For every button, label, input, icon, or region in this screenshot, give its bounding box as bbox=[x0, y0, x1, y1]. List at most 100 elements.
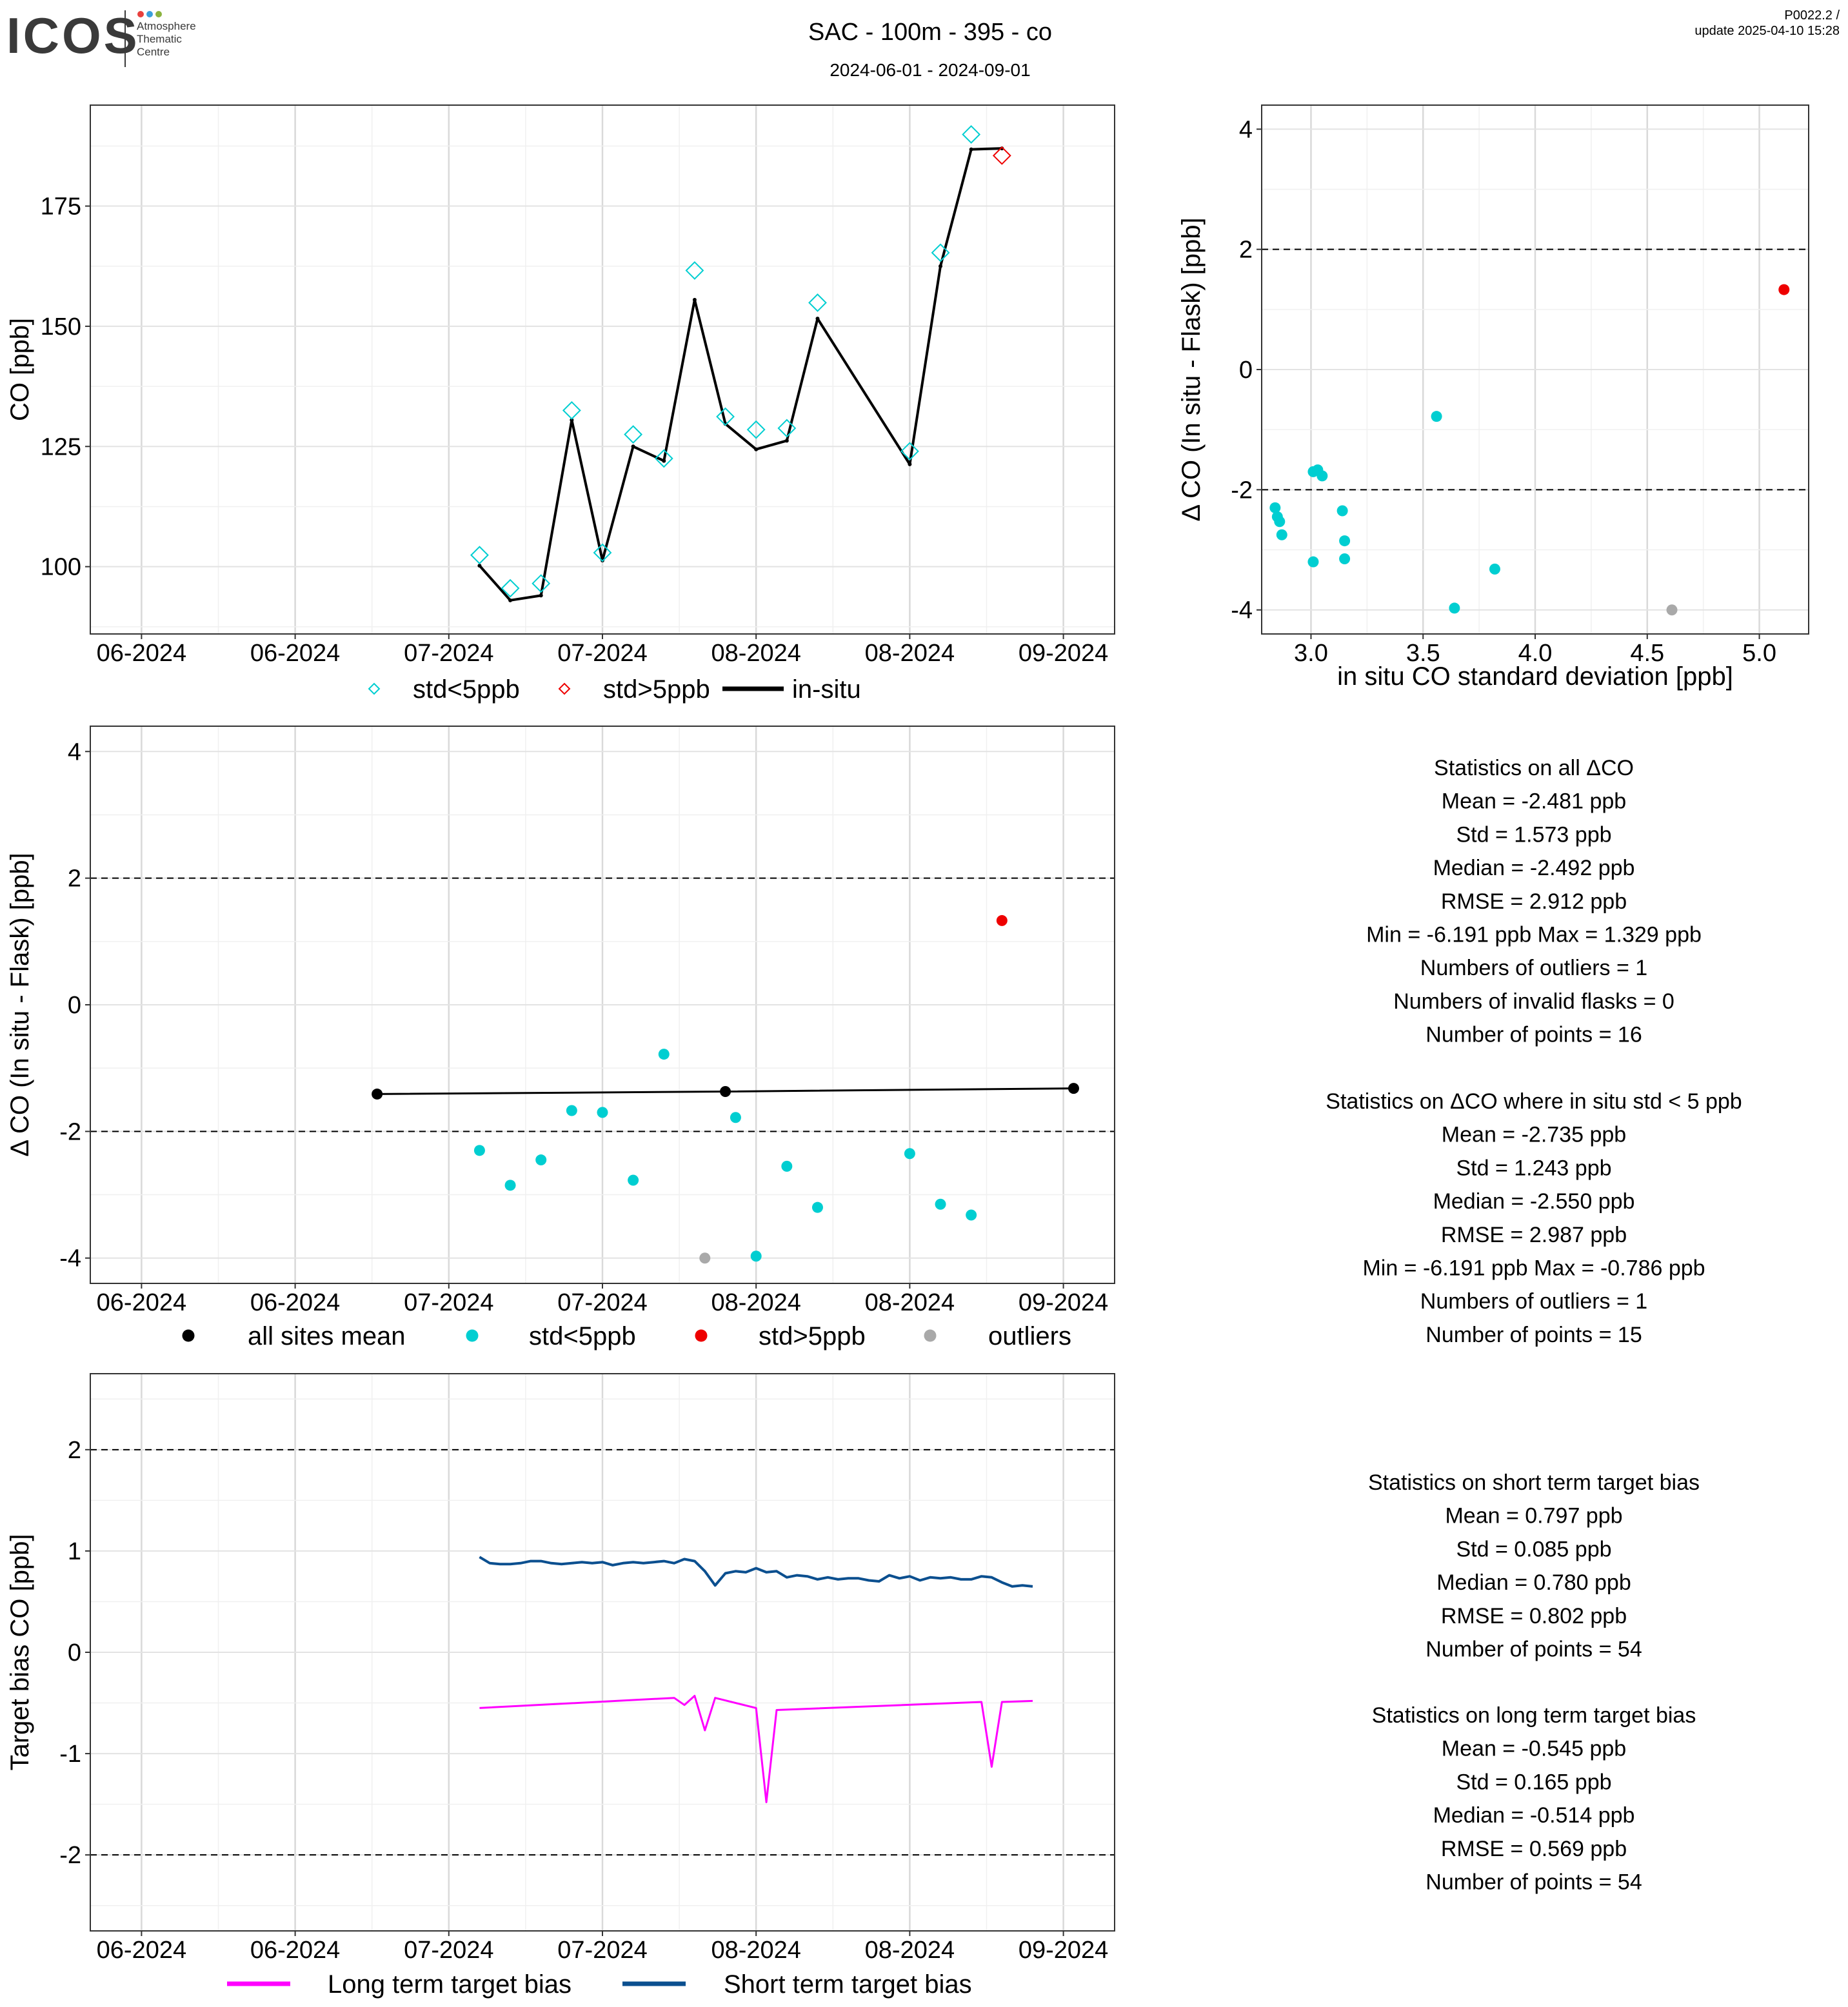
logo-dot-green bbox=[155, 11, 162, 17]
flask-std-lt5-marker bbox=[562, 400, 581, 420]
stats-block4-line: RMSE = 0.569 ppb bbox=[1441, 1837, 1627, 1861]
legend-std-gt5-symbol bbox=[695, 1329, 708, 1342]
stats-block1-line: Statistics on all ΔCO bbox=[1434, 756, 1634, 780]
legend-std-lt5-symbol bbox=[368, 682, 381, 695]
version-label: P0022.2 / bbox=[1784, 8, 1840, 23]
stats-block4-line: Std = 0.165 ppb bbox=[1456, 1770, 1611, 1794]
std-gt5-point bbox=[996, 915, 1008, 926]
stats-block2-line: Statistics on ΔCO where in situ std < 5 … bbox=[1326, 1089, 1742, 1114]
flask-std-lt5-marker bbox=[746, 420, 766, 439]
stats-block2-line: RMSE = 2.987 ppb bbox=[1441, 1223, 1627, 1247]
std-lt5-point bbox=[504, 1180, 516, 1191]
std-lt5-point bbox=[1431, 411, 1442, 422]
dvs-y-tick-label: 2 bbox=[1239, 237, 1253, 264]
dts-x-tick-label: 07-2024 bbox=[557, 1289, 647, 1316]
flask-std-lt5-marker bbox=[777, 419, 797, 438]
co-ts-plot-border bbox=[90, 104, 1115, 635]
std-lt5-point bbox=[935, 1198, 946, 1210]
legend-std-lt5-label: std<5ppb bbox=[413, 675, 520, 704]
insitu-point bbox=[969, 147, 973, 152]
legend-insitu-label: in-situ bbox=[792, 675, 861, 704]
dts-y-tick-label: 4 bbox=[68, 738, 81, 766]
stats-block4-line: Number of points = 54 bbox=[1426, 1870, 1642, 1895]
co-ts-x-tick-label: 08-2024 bbox=[865, 640, 955, 667]
dts-y-axis-label: Δ CO (In situ - Flask) [ppb] bbox=[6, 853, 34, 1156]
icos-logo: ICOS Atmosphere Thematic Centre bbox=[6, 7, 196, 67]
legend-mean-label: all sites mean bbox=[248, 1322, 406, 1350]
all-sites-mean-point bbox=[720, 1086, 731, 1098]
stats-block1-line: Number of points = 16 bbox=[1426, 1023, 1642, 1047]
std-lt5-point bbox=[730, 1112, 741, 1123]
tb-y-axis-label: Target bias CO [ppb] bbox=[6, 1534, 34, 1771]
tb-x-tick-label: 07-2024 bbox=[557, 1937, 647, 1964]
dvs-x-tick-label: 4.5 bbox=[1630, 640, 1664, 667]
dts-y-tick-label: -4 bbox=[59, 1245, 81, 1272]
statistics-panel: Statistics on all ΔCO Mean = -2.481 ppb St… bbox=[1326, 756, 1742, 1895]
tb-x-tick-label: 06-2024 bbox=[97, 1937, 186, 1964]
flask-std-lt5-marker bbox=[624, 425, 643, 444]
logo-dot-red bbox=[137, 11, 144, 17]
co-ts-y-tick-label: 125 bbox=[41, 433, 81, 460]
std-lt5-point bbox=[904, 1148, 915, 1160]
insitu-line bbox=[478, 147, 1002, 602]
insitu-point bbox=[570, 418, 574, 422]
stats-block3-line: RMSE = 0.802 ppb bbox=[1441, 1604, 1627, 1628]
stats-block3-line: Statistics on short term target bias bbox=[1368, 1470, 1700, 1495]
co-ts-x-tick-label: 08-2024 bbox=[711, 640, 800, 667]
outlier-point bbox=[699, 1252, 711, 1264]
dts-x-tick-label: 09-2024 bbox=[1018, 1289, 1108, 1316]
flask-std-lt5-marker bbox=[593, 543, 612, 562]
dts-y-tick-label: -2 bbox=[59, 1118, 81, 1145]
tb-x-tick-label: 06-2024 bbox=[250, 1937, 340, 1964]
flask-std-lt5-marker bbox=[654, 449, 673, 468]
flask-std-lt5-marker bbox=[962, 125, 981, 144]
std-lt5-point bbox=[628, 1174, 639, 1186]
std-lt5-point bbox=[566, 1105, 577, 1116]
std-lt5-point bbox=[811, 1201, 823, 1213]
co-ts-x-tick-label: 06-2024 bbox=[97, 640, 186, 667]
delta-vs-std-panel: 3.0 3.5 4.0 4.5 5.0 -4 -2 0 2 4 Δ CO (In situ - Fl… bbox=[1177, 104, 1809, 691]
co-ts-x-tick-label: 06-2024 bbox=[250, 640, 340, 667]
insitu-point bbox=[815, 316, 820, 321]
flask-std-lt5-marker bbox=[532, 574, 551, 593]
stats-block3-line: Std = 0.085 ppb bbox=[1456, 1537, 1611, 1561]
logo-sub-line3: Centre bbox=[137, 46, 170, 58]
stats-block4-line: Mean = -0.545 ppb bbox=[1442, 1737, 1626, 1761]
std-lt5-point bbox=[1339, 535, 1351, 547]
dts-x-tick-label: 06-2024 bbox=[250, 1289, 340, 1316]
dts-plot-border bbox=[90, 726, 1115, 1284]
flask-std-lt5-marker bbox=[501, 578, 520, 598]
tb-y-tick-label: 2 bbox=[68, 1437, 81, 1464]
tb-x-tick-label: 08-2024 bbox=[865, 1937, 955, 1964]
stats-block1-line: Median = -2.492 ppb bbox=[1433, 856, 1635, 880]
stats-block1-line: Std = 1.573 ppb bbox=[1456, 822, 1611, 847]
tb-x-tick-label: 07-2024 bbox=[404, 1937, 493, 1964]
update-label: update 2025-04-10 15:28 bbox=[1694, 24, 1840, 38]
stats-block1-line: Numbers of outliers = 1 bbox=[1420, 956, 1647, 980]
legend-std-gt5-label: std>5ppb bbox=[603, 675, 710, 704]
dvs-x-tick-label: 4.0 bbox=[1518, 640, 1553, 667]
dts-y-tick-label: 0 bbox=[68, 992, 81, 1019]
std-lt5-point bbox=[1489, 563, 1500, 575]
logo-dot-blue bbox=[146, 11, 153, 17]
short-term-bias-line bbox=[479, 1556, 1033, 1588]
co-ts-y-tick-label: 100 bbox=[41, 554, 81, 581]
legend-std-gt5-label: std>5ppb bbox=[759, 1322, 866, 1350]
std-lt5-point bbox=[966, 1209, 977, 1221]
dvs-x-tick-label: 3.0 bbox=[1294, 640, 1328, 667]
std-lt5-point bbox=[1316, 470, 1328, 482]
delta-timeseries-panel: 06-2024 06-2024 07-2024 07-2024 08-2024 08-20… bbox=[6, 726, 1115, 1350]
co-timeseries-panel: 06-2024 06-2024 07-2024 07-2024 08-2024 08-20… bbox=[6, 104, 1115, 704]
target-bias-panel: 06-2024 06-2024 07-2024 07-2024 08-2024 08-20… bbox=[6, 1373, 1115, 1999]
dvs-plot-border bbox=[1261, 104, 1809, 635]
std-lt5-point bbox=[1336, 505, 1348, 517]
std-lt5-point bbox=[781, 1160, 793, 1172]
std-lt5-point bbox=[1269, 502, 1281, 513]
dts-x-tick-label: 08-2024 bbox=[865, 1289, 955, 1316]
dvs-y-tick-label: -4 bbox=[1231, 597, 1253, 624]
stats-block2-line: Std = 1.243 ppb bbox=[1456, 1156, 1611, 1180]
stats-block2-line: Mean = -2.735 ppb bbox=[1442, 1123, 1626, 1147]
stats-block1-line: Mean = -2.481 ppb bbox=[1442, 789, 1626, 814]
std-lt5-point bbox=[750, 1251, 762, 1262]
legend-std-gt5-symbol bbox=[558, 682, 571, 695]
